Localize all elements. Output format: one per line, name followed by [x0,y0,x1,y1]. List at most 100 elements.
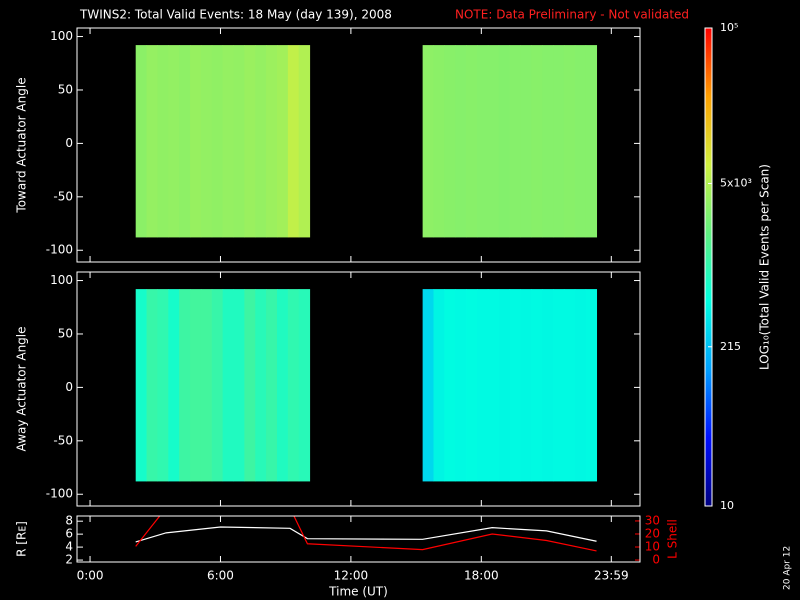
heat-cell [211,289,224,482]
heat-cell [146,289,158,482]
heat-cell [585,289,598,482]
axes-frame [76,271,641,507]
y-tick-label: 0 [65,380,73,394]
heat-cell [531,45,543,238]
colorbar-label: LOG₁₀(Total Valid Events per Scan) [758,164,772,370]
heat-cell [455,289,467,482]
chart-title: TWINS2: Total Valid Events: 18 May (day … [79,8,392,22]
colorbar [704,27,713,507]
y-tick-label: -100 [46,487,73,501]
heat-cell [179,289,191,482]
y-label: Toward Actuator Angle [15,77,29,213]
series-line [135,516,597,552]
heat-cell [563,289,576,482]
heat-cell [433,289,445,482]
heat-cell [433,45,445,238]
heat-cell [266,45,278,238]
axes-frame [76,27,641,263]
heat-cell [135,289,148,482]
heat-cell [179,45,191,238]
heat-cell [422,45,434,238]
heat-cell [244,289,256,482]
heat-cell [135,45,148,238]
heat-cell [146,45,158,238]
heat-cell [487,45,500,238]
y-tick-label: -100 [46,243,73,257]
y-tick-label: 50 [58,326,73,340]
y2-tick-label: 0 [652,553,660,567]
heat-cell [444,45,456,238]
heat-cell [542,289,554,482]
y-tick-label: -50 [53,433,73,447]
heat-cell [422,289,434,482]
heat-cell [287,289,300,482]
heat-cell [553,45,565,238]
heat-cell [585,45,598,238]
heat-cell [168,289,180,482]
heat-cell [233,45,245,238]
x-tick-label: 23:59 [594,569,629,583]
heat-cell [542,45,554,238]
heat-cell [455,45,467,238]
x-tick-label: 0:00 [77,569,104,583]
colorbar-tick-label: 10⁵ [720,21,738,34]
heat-cell [298,45,311,238]
plot-area [135,289,598,482]
note: NOTE: Data Preliminary - Not validated [455,8,689,22]
series-line [135,526,597,543]
heat-cell [190,45,202,238]
y-tick-label: 8 [65,514,73,528]
heat-cell [157,289,169,482]
heat-cell [509,45,521,238]
heat-cell [168,45,180,238]
heat-cell [553,289,565,482]
colorbar-tick-label: 10 [720,499,734,512]
x-tick-label: 18:00 [464,569,499,583]
heat-cell [222,45,235,238]
heat-cell [520,45,532,238]
heat-cell [244,45,256,238]
y2-tick-label: 10 [645,540,660,554]
heat-cell [255,289,267,482]
heat-cell [233,289,245,482]
y-tick-label: -50 [53,189,73,203]
heat-cell [211,45,224,238]
heat-cell [574,45,587,238]
y-tick-label: 0 [65,136,73,150]
heat-cell [563,45,576,238]
y-tick-label: 50 [58,82,73,96]
x-tick-label: 6:00 [207,569,234,583]
y2-label: L Shell [666,519,680,559]
heat-cell [287,45,300,238]
heat-cell [444,289,456,482]
heat-cell [157,45,169,238]
heat-cell [520,289,532,482]
heat-cell [466,45,478,238]
heat-cell [531,289,543,482]
heat-cell [200,45,213,238]
heat-cell [298,289,311,482]
heat-cell [276,45,289,238]
plot-area [135,45,598,238]
y-tick-label: 6 [65,527,73,541]
plot-area [135,516,597,552]
axes-frame [76,515,641,563]
date: 20 Apr 12 [783,546,793,590]
heat-cell [498,289,511,482]
y-tick-label: 4 [65,540,73,554]
heat-cell [574,289,587,482]
y-tick-label: 2 [65,553,73,567]
y-label: R [Rᴇ] [15,521,29,557]
colorbar-tick-label: 5x10³ [720,176,752,189]
heat-cell [487,289,500,482]
heat-cell [200,289,213,482]
x-tick-label: 12:00 [334,569,369,583]
heat-cell [276,289,289,482]
heat-cell [509,289,521,482]
y-tick-label: 100 [50,29,73,43]
heat-cell [466,289,478,482]
heat-cell [190,289,202,482]
x-label: Time (UT) [328,585,388,599]
y-label: Away Actuator Angle [15,326,29,451]
